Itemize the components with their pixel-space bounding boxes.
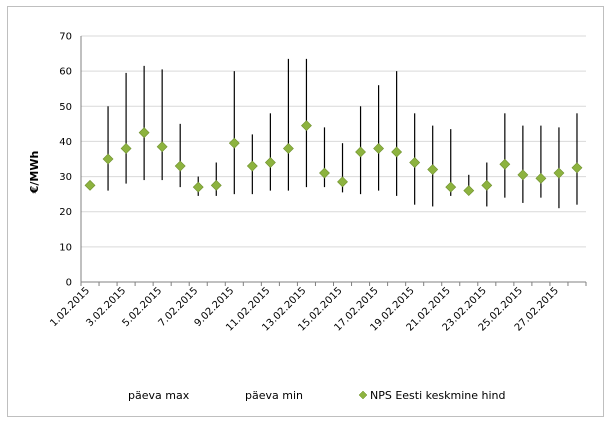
legend-day-min: päeva min bbox=[245, 389, 303, 402]
average-price-marker bbox=[337, 176, 348, 188]
gridlines bbox=[80, 35, 587, 286]
average-price-marker bbox=[517, 169, 529, 181]
average-price-marker bbox=[535, 172, 547, 184]
y-tick-label: 20 bbox=[59, 207, 72, 218]
y-tick-label: 70 bbox=[59, 32, 72, 43]
y-tick-label: 30 bbox=[59, 172, 72, 183]
average-price-marker bbox=[301, 120, 312, 132]
average-price-marker bbox=[246, 160, 258, 172]
average-price-marker bbox=[373, 143, 385, 154]
average-price-marker bbox=[156, 141, 168, 153]
average-price-marker bbox=[228, 137, 240, 149]
y-tick-label: 0 bbox=[66, 278, 72, 289]
average-price-marker bbox=[391, 146, 403, 158]
y-tick-label: 40 bbox=[59, 137, 72, 148]
y-tick-label: 10 bbox=[59, 242, 72, 253]
legend-day-max: päeva max bbox=[128, 389, 190, 402]
average-price-marker bbox=[553, 167, 565, 179]
chart-frame: 0 10 20 30 40 50 60 70 1.02.2015 3.02.2015 5.02.2… bbox=[7, 6, 604, 417]
x-axis-ticks: 1.02.20153.02.20155.02.20157.02.20159.02… bbox=[48, 285, 561, 333]
average-price-marker bbox=[192, 181, 204, 193]
average-price-marker bbox=[120, 143, 132, 154]
legend: päeva max päeva min NPS Eesti keskmine h… bbox=[128, 389, 506, 402]
y-axis-label: €/MWh bbox=[28, 151, 41, 195]
average-price-marker bbox=[282, 143, 294, 154]
y-tick-label: 60 bbox=[59, 67, 72, 78]
average-price-marker bbox=[463, 185, 475, 197]
legend-marker-icon bbox=[358, 390, 368, 400]
y-axis-ticks: 0 10 20 30 40 50 60 70 bbox=[59, 32, 72, 289]
average-price-markers bbox=[84, 120, 583, 197]
average-price-marker bbox=[409, 157, 421, 168]
legend-average-price: NPS Eesti keskmine hind bbox=[370, 389, 506, 402]
daily-range-lines bbox=[89, 58, 578, 209]
average-price-marker bbox=[264, 157, 276, 168]
average-price-marker bbox=[319, 167, 330, 179]
average-price-marker bbox=[445, 181, 457, 193]
average-price-marker bbox=[355, 146, 366, 158]
y-tick-label: 50 bbox=[59, 102, 72, 113]
average-price-marker bbox=[210, 179, 222, 191]
range-chart: 0 10 20 30 40 50 60 70 1.02.20153.02.20155.02.2… bbox=[28, 32, 587, 402]
average-price-marker bbox=[138, 127, 150, 139]
average-price-marker bbox=[499, 158, 511, 170]
average-price-marker bbox=[102, 153, 114, 165]
average-price-marker bbox=[571, 162, 583, 174]
average-price-marker bbox=[427, 164, 439, 175]
average-price-marker bbox=[481, 179, 493, 191]
average-price-marker bbox=[174, 160, 186, 172]
average-price-marker bbox=[84, 179, 96, 191]
